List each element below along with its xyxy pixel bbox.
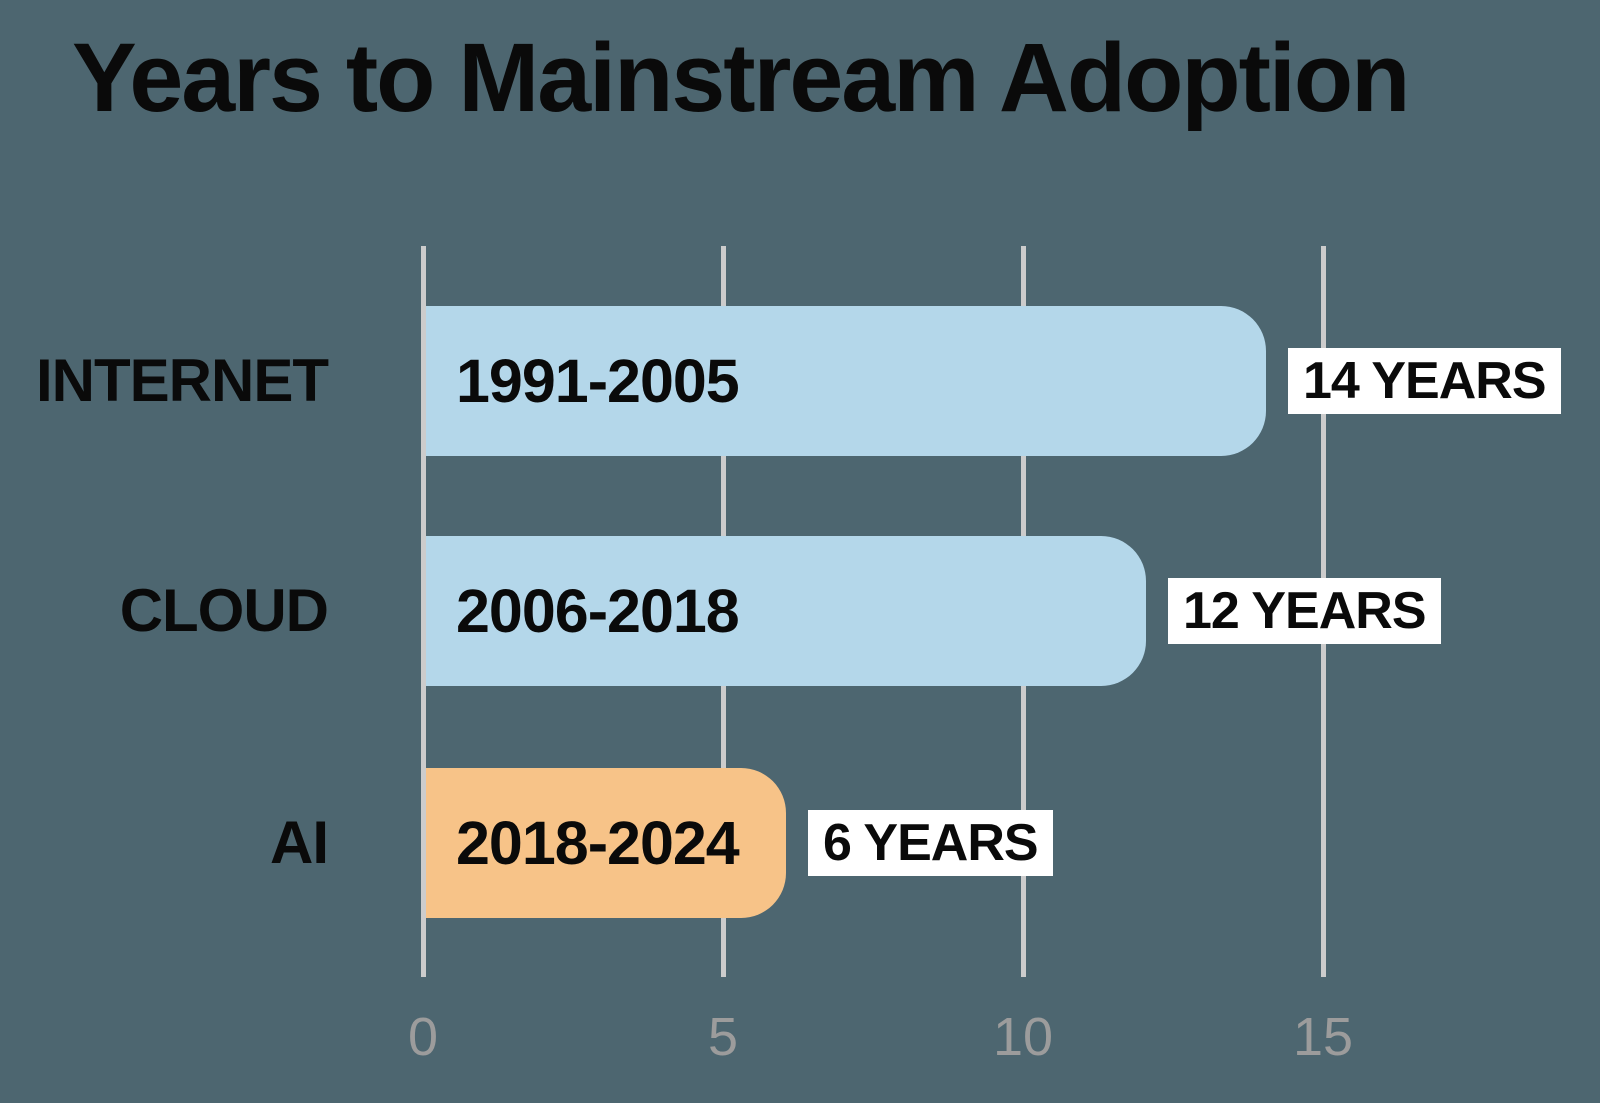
x-tick-label-0: 0 [407, 1007, 439, 1067]
x-tick-label-15: 15 [1292, 1007, 1354, 1067]
category-label-internet: INTERNET [36, 347, 329, 414]
category-label-ai: AI [270, 809, 329, 876]
x-tick-label-5: 5 [707, 1007, 739, 1067]
bar-ai: 2018-2024 [426, 768, 786, 918]
gridline-x-0 [420, 246, 426, 977]
value-label-cloud: 12 YEARS [1168, 578, 1441, 644]
value-label-ai: 6 YEARS [808, 810, 1053, 876]
bar-cloud: 2006-2018 [426, 536, 1146, 686]
value-label-internet: 14 YEARS [1288, 348, 1561, 414]
bar-internet: 1991-2005 [426, 306, 1266, 456]
chart-title: Years to Mainstream Adoption [72, 23, 1410, 132]
bar-period-label-ai: 2018-2024 [456, 809, 740, 877]
x-tick-label-10: 10 [992, 1007, 1054, 1067]
bar-period-label-internet: 1991-2005 [456, 347, 740, 415]
bar-period-label-cloud: 2006-2018 [456, 577, 740, 645]
category-label-cloud: CLOUD [119, 577, 329, 644]
